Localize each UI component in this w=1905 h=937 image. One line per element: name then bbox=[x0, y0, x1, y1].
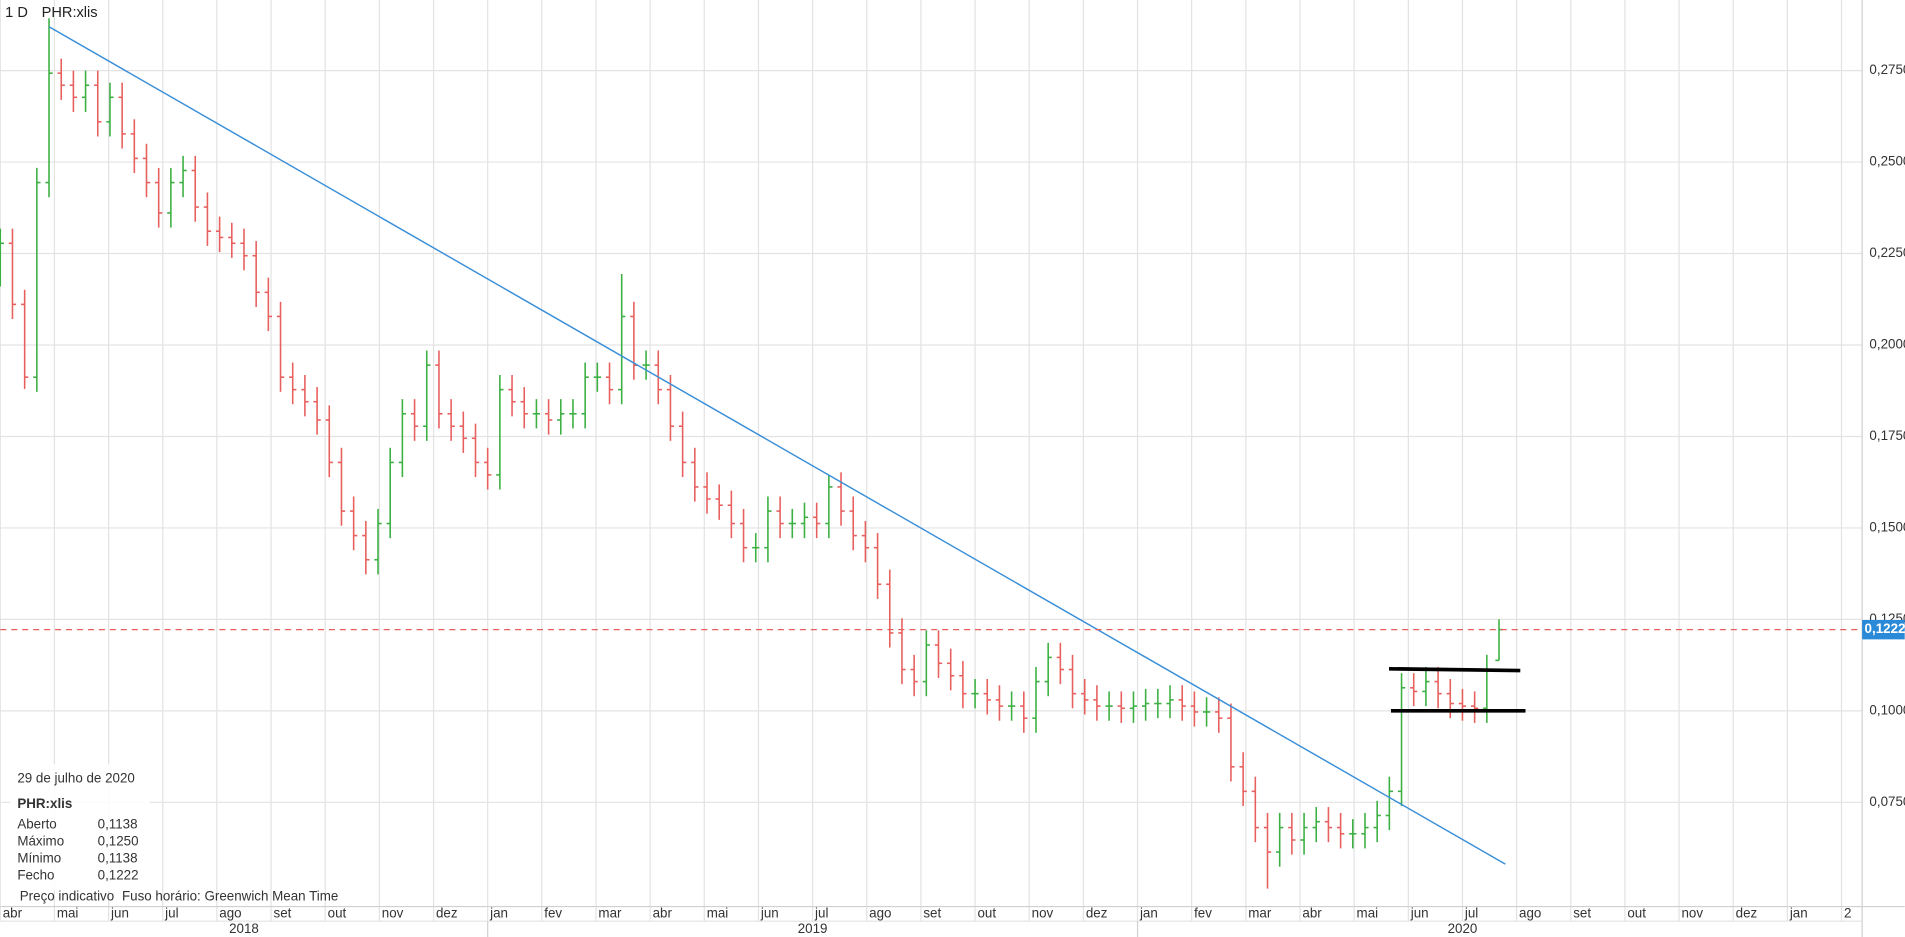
x-tick-label: out bbox=[1627, 905, 1646, 920]
x-tick-label: jan bbox=[1139, 905, 1158, 920]
info-symbol: PHR:xlis bbox=[17, 796, 72, 811]
x-tick-label: set bbox=[923, 905, 941, 920]
x-tick-label: ago bbox=[869, 905, 891, 920]
x-tick-label: mai bbox=[1357, 905, 1379, 920]
last-price-label: 0,1222 bbox=[1865, 621, 1905, 636]
x-tick-label: ago bbox=[1519, 905, 1541, 920]
y-tick-label: 0,2750 bbox=[1869, 62, 1905, 77]
year-label: 2020 bbox=[1448, 921, 1478, 936]
x-tick-label: out bbox=[978, 905, 997, 920]
x-tick-label: mar bbox=[1248, 905, 1272, 920]
x-tick-label: nov bbox=[382, 905, 404, 920]
info-value: 0,1222 bbox=[98, 868, 139, 883]
x-tick-label: dez bbox=[1086, 905, 1108, 920]
x-tick-label: set bbox=[274, 905, 292, 920]
info-label: Mínimo bbox=[17, 851, 61, 866]
year-label: 2019 bbox=[798, 921, 828, 936]
info-rows: Aberto 0,1138 Máximo 0,1250 Mínimo 0,1138 Fech… bbox=[17, 817, 138, 883]
info-label: Máximo bbox=[17, 834, 64, 849]
x-tick-label: ago bbox=[219, 905, 241, 920]
trend-line bbox=[1389, 666, 1521, 673]
x-tick-label: set bbox=[1573, 905, 1591, 920]
x-tick-label: dez bbox=[1736, 905, 1758, 920]
info-label: Fecho bbox=[17, 868, 54, 883]
x-tick-label: out bbox=[328, 905, 347, 920]
x-tick-label: dez bbox=[436, 905, 458, 920]
info-value: 0,1138 bbox=[98, 851, 138, 866]
x-tick-label: fev bbox=[544, 905, 562, 920]
x-tick-label: 2 bbox=[1844, 905, 1851, 920]
grid bbox=[0, 0, 1863, 922]
x-tick-label: jul bbox=[814, 905, 828, 920]
x-tick-label: jun bbox=[1410, 905, 1429, 920]
x-tick-label: abr bbox=[3, 905, 23, 920]
x-tick-label: jul bbox=[164, 905, 178, 920]
last-price-box bbox=[1862, 619, 1905, 640]
info-value: 0,1250 bbox=[98, 834, 139, 849]
x-tick-label: nov bbox=[1681, 905, 1703, 920]
x-tick-label: jun bbox=[760, 905, 779, 920]
price-bars bbox=[0, 18, 1503, 889]
x-tick-label: nov bbox=[1032, 905, 1054, 920]
interval: 1 D bbox=[5, 5, 28, 21]
x-tick-label: jan bbox=[489, 905, 508, 920]
x-tick-label: jul bbox=[1464, 905, 1478, 920]
footer-timezone: Fuso horário: Greenwich Mean Time bbox=[122, 888, 338, 903]
info-panel bbox=[10, 764, 150, 891]
year-label: 2018 bbox=[229, 921, 259, 936]
info-value: 0,1138 bbox=[98, 817, 138, 832]
footer-note: Preço indicativo bbox=[20, 888, 114, 903]
x-tick-label: abr bbox=[1302, 905, 1322, 920]
info-label: Aberto bbox=[17, 817, 56, 832]
x-tick-label: mar bbox=[598, 905, 622, 920]
symbol: PHR:xlis bbox=[42, 5, 98, 21]
info-date: 29 de julho de 2020 bbox=[17, 770, 135, 785]
x-tick-label: jan bbox=[1789, 905, 1808, 920]
x-tick-label: fev bbox=[1194, 905, 1212, 920]
x-tick-label: jun bbox=[110, 905, 129, 920]
x-tick-label: mai bbox=[707, 905, 729, 920]
trend-line bbox=[48, 26, 1506, 865]
x-tick-label: abr bbox=[653, 905, 673, 920]
x-tick-label: mai bbox=[57, 905, 79, 920]
drawings bbox=[0, 26, 1863, 865]
